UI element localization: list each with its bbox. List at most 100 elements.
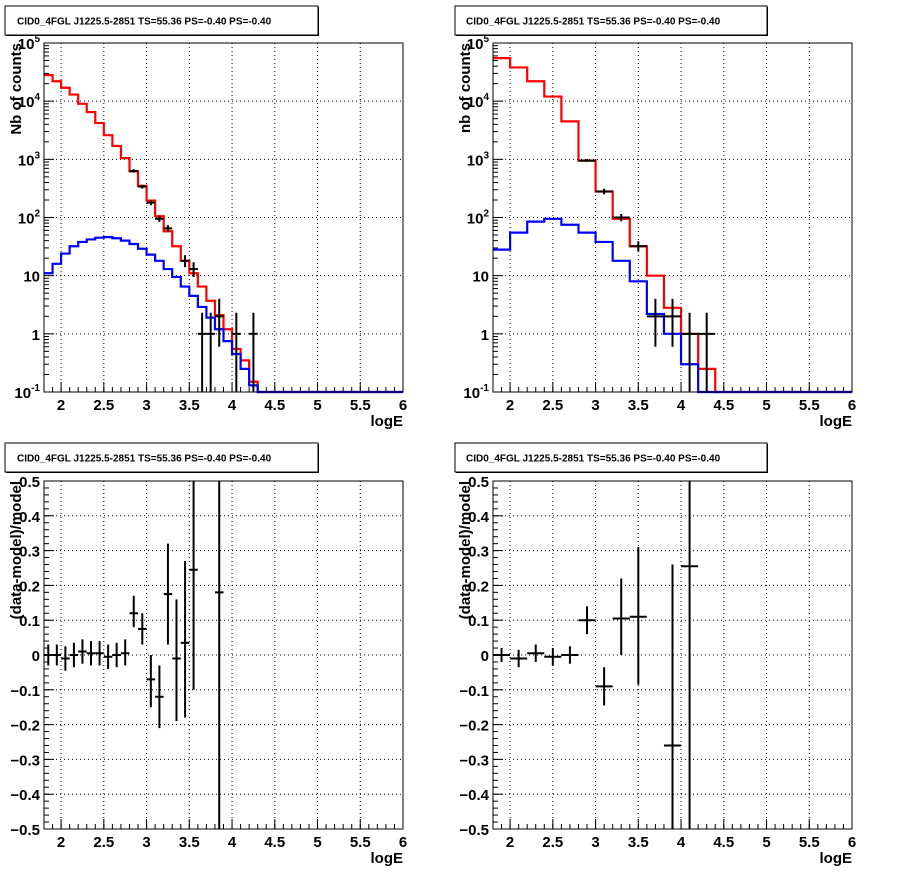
data-point	[129, 595, 139, 628]
y-tick-label: 103	[18, 150, 41, 169]
data-point	[163, 543, 173, 645]
data-point	[206, 312, 215, 392]
y-tick-label: 0	[481, 648, 489, 665]
data-point	[146, 199, 156, 206]
x-tick-label: 6	[848, 834, 856, 851]
x-tick-label: 2	[57, 397, 65, 414]
y-tick-label: 0.1	[19, 613, 40, 630]
data-point	[629, 241, 647, 252]
x-tick-label: 2.5	[93, 834, 114, 851]
y-axis-label: (data-model)/model	[8, 481, 25, 619]
x-tick-label: 4.5	[264, 397, 285, 414]
data-point	[681, 312, 699, 392]
chart-title: CID0_4FGL J1225.5-2851 TS=55.36 PS=-0.40…	[17, 17, 272, 28]
plot-frame	[492, 42, 853, 393]
data-point	[155, 665, 164, 729]
y-tick-label: 105	[467, 34, 490, 53]
data-point	[527, 644, 545, 662]
y-tick-label: 10-1	[463, 383, 489, 402]
data-point	[197, 312, 207, 392]
y-tick-label: −0.5	[459, 822, 489, 839]
data-point	[214, 481, 224, 829]
y-tick-label: 0.4	[468, 509, 490, 526]
x-tick-label: 5	[313, 834, 321, 851]
y-tick-label: −0.3	[459, 752, 489, 769]
x-tick-label: 4.5	[713, 834, 734, 851]
data-point	[232, 312, 241, 392]
y-tick-label: 104	[467, 92, 490, 111]
title-box	[4, 5, 319, 36]
x-axis-label: logE	[371, 850, 404, 867]
x-tick-label: 5.5	[799, 834, 820, 851]
y-tick-label: 0.2	[19, 578, 40, 595]
data-point	[180, 255, 190, 268]
data-point	[578, 606, 596, 635]
data-point	[138, 184, 147, 189]
y-tick-label: −0.2	[10, 718, 40, 735]
plot-frame	[43, 480, 404, 830]
y-tick-label: 0.3	[468, 544, 489, 561]
data-point	[681, 481, 699, 829]
x-tick-label: 5.5	[799, 397, 820, 414]
data-point	[103, 644, 113, 669]
x-tick-label: 5	[313, 397, 321, 414]
x-tick-label: 6	[399, 834, 407, 851]
x-tick-label: 2	[506, 834, 514, 851]
x-tick-label: 3	[591, 397, 599, 414]
x-tick-label: 2.5	[542, 834, 563, 851]
data-point	[510, 649, 528, 668]
data-point	[189, 481, 198, 690]
y-tick-label: 105	[18, 34, 41, 53]
data-point	[595, 667, 613, 706]
data-point	[155, 215, 164, 222]
data-point	[578, 159, 596, 162]
y-tick-label: 102	[18, 209, 41, 228]
data-point	[663, 298, 682, 347]
x-tick-label: 4	[677, 834, 686, 851]
y-tick-label: 1	[481, 327, 489, 344]
x-tick-label: 4	[677, 397, 686, 414]
title-box	[454, 442, 768, 473]
plot-frame	[492, 480, 853, 830]
chart-title: CID0_4FGL J1225.5-2851 TS=55.36 PS=-0.40…	[466, 17, 721, 28]
data-point	[249, 312, 258, 392]
y-tick-label: 0.1	[468, 613, 489, 630]
x-axis-label: logE	[371, 413, 404, 430]
x-axis-label: logE	[820, 850, 853, 867]
y-tick-label: 10-1	[14, 383, 40, 402]
x-tick-label: 2	[506, 397, 514, 414]
y-axis-label: Nb of counts	[8, 43, 25, 135]
data-point	[595, 188, 613, 195]
y-tick-label: −0.4	[10, 787, 40, 804]
x-tick-label: 4	[228, 397, 237, 414]
x-tick-label: 5.5	[350, 397, 371, 414]
x-tick-label: 6	[848, 397, 856, 414]
x-tick-label: 3.5	[628, 834, 649, 851]
x-tick-label: 5	[762, 397, 770, 414]
y-tick-label: 0.5	[468, 474, 489, 491]
y-tick-label: 1	[32, 327, 40, 344]
y-tick-label: 104	[18, 92, 41, 111]
x-tick-label: 2.5	[542, 397, 563, 414]
data-point	[69, 642, 79, 668]
y-tick-label: −0.4	[459, 787, 489, 804]
data-point	[663, 564, 682, 829]
y-tick-label: −0.1	[10, 683, 40, 700]
data-point	[561, 646, 579, 664]
data-point	[180, 561, 190, 718]
plot-frame	[43, 42, 404, 393]
y-tick-label: 0.2	[468, 578, 489, 595]
y-axis-label: (data-model)/model	[457, 481, 474, 619]
x-tick-label: 4	[228, 834, 237, 851]
y-tick-label: 0.3	[19, 544, 40, 561]
